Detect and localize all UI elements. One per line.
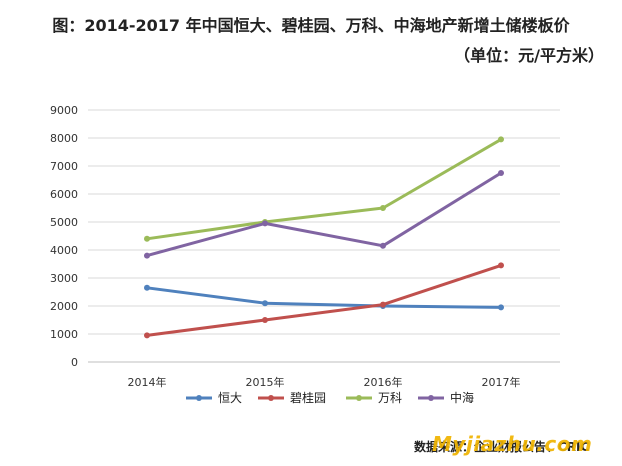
x-tick-label-1: 2015年 <box>246 375 285 389</box>
data-point-0-1 <box>262 300 268 307</box>
chart-unit-subtitle: （单位：元/平方米） <box>454 46 604 65</box>
y-axis-ticks: 0 1000 2000 3000 4000 5000 6000 7000 8000 9000 <box>50 104 78 369</box>
data-point-3-1 <box>262 220 268 227</box>
y-tick-label-5000: 5000 <box>50 216 78 229</box>
y-tick-label-2000: 2000 <box>50 300 78 313</box>
y-tick-label-0: 0 <box>71 356 78 369</box>
series-line-1 <box>145 263 503 337</box>
legend-marker-2 <box>356 395 362 401</box>
data-point-3-2 <box>380 242 386 249</box>
watermark: Myjiazhu.com <box>432 432 593 456</box>
x-tick-label-0: 2014年 <box>128 375 167 389</box>
data-point-2-0 <box>144 235 150 242</box>
data-source-note: 数据来源：企业财报公告、CRIC <box>414 440 590 454</box>
data-point-1-0 <box>144 332 150 339</box>
data-point-1-2 <box>380 301 386 308</box>
legend-marker-3 <box>428 395 434 401</box>
legend-marker-1 <box>268 395 274 401</box>
y-tick-label-8000: 8000 <box>50 132 78 145</box>
legend-label-0: 恒大 <box>218 391 242 405</box>
y-tick-label-4000: 4000 <box>50 244 78 257</box>
legend-label-3: 中海 <box>450 390 474 405</box>
series-line-0 <box>145 286 503 309</box>
y-tick-label-9000: 9000 <box>50 104 78 117</box>
x-axis-ticks: 2014年 2015年 2016年 2017年 <box>128 375 521 389</box>
y-tick-label-1000: 1000 <box>50 328 78 341</box>
series-line-2 <box>145 137 503 241</box>
x-tick-label-3: 2017年 <box>482 375 521 389</box>
data-point-2-3 <box>498 136 504 143</box>
data-point-1-3 <box>498 262 504 269</box>
legend-marker-0 <box>196 395 202 401</box>
x-tick-label-2: 2016年 <box>364 375 403 389</box>
data-point-0-3 <box>498 304 504 311</box>
y-tick-label-3000: 3000 <box>50 272 78 285</box>
legend-label-1: 碧桂园 <box>290 390 326 405</box>
y-tick-label-7000: 7000 <box>50 160 78 173</box>
y-tick-label-6000: 6000 <box>50 188 78 201</box>
data-point-0-0 <box>144 284 150 291</box>
data-point-2-2 <box>380 205 386 211</box>
series-line-3 <box>145 171 503 258</box>
data-point-3-3 <box>498 170 504 176</box>
series-lines <box>144 136 504 339</box>
data-point-3-0 <box>144 252 150 259</box>
data-point-1-1 <box>262 317 268 323</box>
chart-title: 图：2014-2017 年中国恒大、碧桂园、万科、中海地产新增土储楼板价 <box>52 16 570 35</box>
legend-label-2: 万科 <box>378 391 402 405</box>
legend: 恒大 碧桂园 万科 中海 <box>186 390 474 405</box>
